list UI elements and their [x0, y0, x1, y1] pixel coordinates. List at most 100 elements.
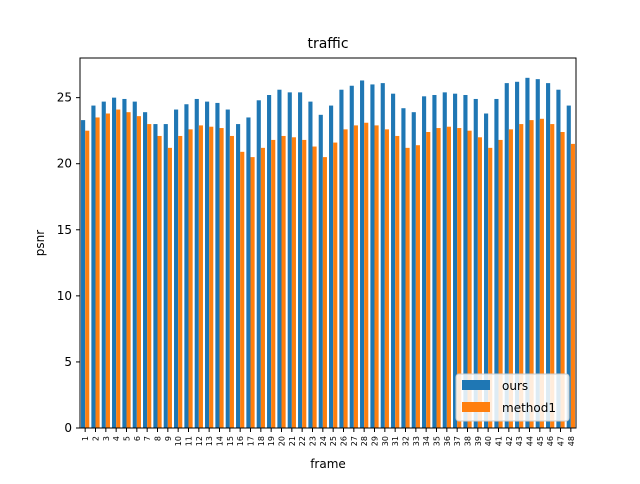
bar-ours-34: [422, 96, 427, 428]
x-tick-label-17: 17: [247, 436, 256, 446]
bar-ours-7: [143, 112, 148, 429]
bar-ours-39: [473, 98, 478, 429]
x-tick-label-27: 27: [350, 436, 359, 446]
x-tick-label-39: 39: [474, 436, 483, 446]
x-tick-label-22: 22: [298, 436, 307, 446]
bar-method1-9: [167, 147, 172, 429]
bar-ours-11: [184, 104, 189, 428]
x-tick-label-46: 46: [546, 436, 555, 446]
bar-ours-36: [442, 92, 447, 429]
bar-method1-40: [488, 147, 493, 429]
bar-ours-44: [525, 77, 530, 428]
x-tick-label-3: 3: [102, 436, 111, 441]
bar-method1-19: [271, 139, 276, 428]
bar-method1-15: [229, 135, 234, 428]
x-tick-label-15: 15: [226, 436, 235, 446]
x-tick-label-11: 11: [185, 436, 194, 446]
bar-ours-13: [205, 101, 210, 429]
x-tick-label-8: 8: [154, 436, 163, 441]
x-axis: 1 2 3 4 5 6 7 8 9 10 11 12 13 14 15 16 17 18 19 20 21 22 23 24 2…: [81, 428, 576, 446]
bar-method1-17: [250, 157, 255, 429]
bar-ours-31: [391, 93, 396, 429]
x-tick-label-24: 24: [319, 436, 328, 446]
bar-method1-7: [147, 124, 152, 428]
x-tick-label-19: 19: [267, 436, 276, 446]
bar-ours-48: [566, 105, 571, 428]
x-tick-label-9: 9: [164, 436, 173, 441]
bar-method1-6: [136, 116, 141, 428]
bar-method1-11: [188, 129, 193, 429]
bar-method1-23: [312, 146, 317, 429]
bar-method1-27: [353, 125, 358, 428]
bar-method1-39: [477, 137, 482, 429]
x-tick-label-1: 1: [81, 436, 90, 441]
x-tick-label-40: 40: [484, 436, 493, 446]
bar-method1-8: [157, 135, 162, 428]
legend-swatch-method1: [462, 402, 490, 412]
x-tick-label-36: 36: [443, 436, 452, 446]
bar-ours-45: [535, 79, 540, 428]
x-tick-label-14: 14: [216, 436, 225, 446]
bar-ours-18: [256, 100, 261, 428]
x-tick-label-30: 30: [381, 436, 390, 446]
bar-method1-32: [405, 147, 410, 429]
x-tick-label-29: 29: [371, 436, 380, 446]
y-tick-label-25: 25: [57, 91, 72, 105]
bar-method1-12: [198, 125, 203, 428]
bar-method1-42: [508, 129, 513, 429]
x-tick-label-37: 37: [453, 436, 462, 446]
bar-method1-33: [415, 145, 420, 428]
bar-method1-2: [95, 117, 100, 429]
bar-ours-25: [329, 105, 334, 428]
chart-title: traffic: [307, 36, 348, 52]
bar-ours-15: [225, 109, 230, 428]
x-tick-label-43: 43: [515, 436, 524, 446]
x-tick-label-5: 5: [123, 436, 132, 441]
bar-method1-10: [178, 135, 183, 428]
x-tick-label-7: 7: [143, 436, 152, 441]
x-tick-label-26: 26: [340, 436, 349, 446]
bar-ours-33: [411, 112, 416, 429]
bar-ours-24: [318, 114, 323, 428]
x-tick-label-45: 45: [536, 436, 545, 446]
bar-ours-35: [432, 95, 437, 428]
legend-label-ours: ours: [502, 379, 528, 393]
x-tick-label-2: 2: [92, 436, 101, 441]
x-tick-label-10: 10: [174, 436, 183, 446]
bar-method1-48: [570, 143, 575, 428]
bar-ours-5: [122, 98, 127, 429]
bar-method1-28: [364, 122, 369, 428]
bar-ours-37: [453, 93, 458, 429]
y-axis: 0 5 10 15 20 25: [57, 91, 80, 435]
bar-ours-6: [132, 101, 137, 429]
bar-method1-46: [550, 124, 555, 428]
bar-ours-30: [380, 83, 385, 429]
bar-ours-1: [81, 120, 86, 429]
bar-method1-35: [436, 128, 441, 429]
bar-method1-4: [116, 109, 121, 428]
x-tick-label-35: 35: [433, 436, 442, 446]
bar-method1-37: [457, 128, 462, 429]
bar-ours-42: [504, 83, 509, 429]
bar-ours-46: [546, 83, 551, 429]
bar-method1-18: [260, 147, 265, 429]
legend: ours method1: [455, 373, 570, 422]
bar-ours-29: [370, 84, 375, 429]
x-tick-label-18: 18: [257, 436, 266, 446]
bar-ours-27: [349, 85, 354, 428]
bar-ours-19: [267, 95, 272, 428]
bar-ours-20: [277, 89, 282, 429]
bar-method1-30: [384, 129, 389, 429]
y-tick-label-0: 0: [64, 421, 72, 435]
bar-ours-28: [360, 80, 365, 429]
x-tick-label-21: 21: [288, 436, 297, 446]
y-tick-label-5: 5: [64, 355, 72, 369]
bar-ours-8: [153, 124, 158, 428]
bar-ours-2: [91, 105, 96, 428]
bar-method1-41: [498, 139, 503, 428]
x-tick-label-38: 38: [464, 436, 473, 446]
y-tick-label-10: 10: [57, 289, 72, 303]
bar-method1-31: [395, 135, 400, 428]
bar-ours-9: [163, 124, 168, 428]
bar-method1-20: [281, 135, 286, 428]
